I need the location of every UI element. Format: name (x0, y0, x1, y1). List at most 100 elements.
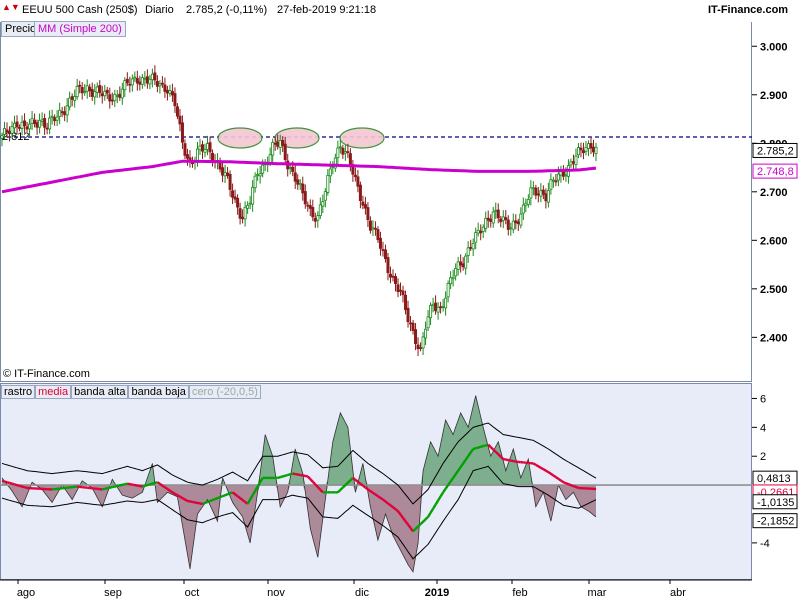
media-segment (203, 503, 206, 504)
copyright-label: © IT-Finance.com (3, 368, 90, 380)
candle-body (101, 94, 103, 96)
media-segment (571, 485, 574, 486)
candle-body (450, 278, 452, 284)
candle-body (23, 121, 25, 126)
candle-body (570, 162, 572, 165)
candle-body (174, 94, 176, 106)
candle-body (84, 92, 86, 93)
candle-body (176, 107, 178, 116)
candle-body (550, 180, 552, 189)
media-segment (365, 488, 368, 490)
candle-body (324, 192, 326, 201)
media-segment (150, 484, 153, 485)
media-segment (162, 486, 165, 488)
x-tick-label: sep (104, 587, 122, 599)
candle-body (442, 306, 444, 307)
candle-body (545, 194, 547, 201)
candle-body (434, 303, 436, 311)
candle-body (106, 90, 108, 93)
candle-body (577, 148, 579, 155)
media-segment (553, 475, 556, 477)
candle-body (236, 198, 238, 207)
candle-body (502, 217, 504, 220)
x-tick-label: oct (185, 587, 200, 599)
candle-body (389, 274, 391, 277)
candle-body (124, 81, 126, 90)
candle-body (121, 89, 123, 98)
candle-body (465, 256, 467, 268)
candle-body (472, 243, 474, 248)
media-segment (538, 466, 541, 467)
candle-body (126, 79, 128, 83)
candle-body (239, 209, 241, 219)
candle-body (86, 86, 88, 91)
candle-body (199, 146, 201, 150)
media-segment (145, 485, 148, 486)
candle-body (497, 210, 499, 218)
candle-body (587, 144, 589, 149)
media-segment (533, 463, 536, 464)
candle-body (166, 90, 168, 93)
x-tick-label: mar (588, 587, 607, 599)
price-tick-label: 2.900 (760, 90, 788, 102)
logo-icon: ▲▼ (2, 2, 20, 12)
candle-body (510, 228, 512, 229)
candle-body (69, 98, 71, 107)
candle-body (159, 84, 161, 86)
candle-body (297, 180, 299, 184)
candle-body (61, 112, 63, 113)
media-segment (112, 487, 115, 488)
candle-body (460, 262, 462, 265)
candle-body (354, 175, 356, 177)
candle-body (129, 84, 131, 85)
period-label: Diario (145, 4, 174, 16)
candle-body (171, 92, 173, 95)
media-segment (105, 488, 108, 489)
candle-body (349, 154, 351, 166)
brand-label: IT-Finance.com (708, 4, 788, 16)
legend-banda-baja[interactable]: banda baja (128, 385, 188, 399)
media-segment (368, 489, 371, 491)
candle-body (81, 87, 83, 92)
media-segment (541, 468, 544, 469)
highlight-ellipse (340, 128, 384, 148)
candle-body (582, 151, 584, 153)
candle-body (79, 85, 81, 86)
media-segment (481, 446, 484, 447)
candle-body (259, 174, 261, 176)
candle-body (94, 92, 96, 97)
legend-media[interactable]: media (35, 385, 71, 399)
candle-body (327, 175, 329, 192)
candle-body (38, 120, 40, 127)
candle-body (234, 197, 236, 199)
media-segment (5, 482, 8, 483)
media-segment (556, 477, 559, 479)
candle-body (394, 276, 396, 283)
media-segment (177, 495, 180, 496)
indicator-value-label: -2,1852 (757, 516, 794, 528)
candle-body (527, 200, 529, 205)
candle-body (507, 220, 509, 229)
candle-body (272, 142, 274, 155)
candle-body (487, 218, 489, 220)
media-segment (378, 496, 381, 498)
media-segment (10, 483, 13, 484)
legend-rastro[interactable]: rastro (1, 385, 35, 399)
candle-body (44, 118, 46, 127)
candle-body (89, 87, 91, 91)
candle-body (282, 140, 284, 145)
candle-body (49, 118, 51, 129)
candle-body (8, 131, 10, 133)
candle-body (417, 345, 419, 349)
candle-body (304, 192, 306, 204)
ma-legend-tag[interactable]: MM (Simple 200) (34, 21, 126, 37)
candle-body (226, 173, 228, 176)
media-segment (17, 485, 20, 486)
candle-body (475, 233, 477, 243)
indicator-tick-label: -4 (760, 538, 770, 550)
candle-body (357, 177, 359, 186)
legend-banda-alta[interactable]: banda alta (71, 385, 128, 399)
candle-body (1, 136, 3, 139)
legend-cero[interactable]: cero (-20,0,5) (189, 385, 261, 399)
candle-body (535, 188, 537, 195)
